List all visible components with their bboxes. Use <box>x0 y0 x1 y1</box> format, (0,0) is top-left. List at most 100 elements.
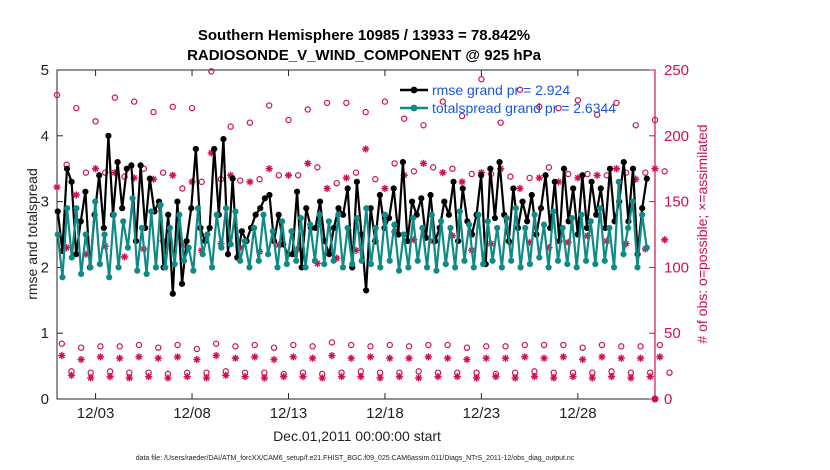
assimilated-obs-marker <box>376 374 384 382</box>
possible-obs-marker <box>415 368 422 375</box>
possible-obs-marker <box>618 343 625 350</box>
series-point-totalspread <box>442 261 449 268</box>
assimilated-obs-marker <box>521 353 529 361</box>
possible-obs-marker <box>410 168 418 175</box>
series-point-totalspread <box>162 264 169 271</box>
possible-obs-marker <box>584 170 591 178</box>
series-point-totalspread <box>629 198 636 205</box>
series-point-totalspread <box>166 224 174 232</box>
series-point-totalspread <box>531 211 538 218</box>
series-point-rmse <box>344 185 351 192</box>
possible-obs-marker <box>102 169 109 176</box>
series-point-totalspread <box>372 224 379 232</box>
footnote: data file: /Users/raeder/DAI/ATM_forcXX/… <box>136 455 575 462</box>
assimilated-obs-marker <box>627 374 635 382</box>
series-point-totalspread <box>377 264 384 271</box>
series-point-rmse <box>427 191 434 199</box>
assimilated-obs-marker <box>308 354 317 362</box>
assimilated-obs-marker <box>492 373 500 381</box>
series-point-totalspread <box>512 205 520 212</box>
assimilated-obs-marker <box>444 354 452 362</box>
series-point-rmse <box>560 165 568 172</box>
series-point-rmse <box>128 162 135 169</box>
series-point-totalspread <box>423 264 431 271</box>
series-point-rmse <box>54 208 61 215</box>
assimilated-obs-marker <box>357 373 365 381</box>
series-point-totalspread <box>452 264 459 271</box>
x-tick-label: 12/18 <box>366 405 404 422</box>
series-point-totalspread <box>568 214 576 222</box>
series-point-totalspread <box>484 218 491 225</box>
x-tick-label: 12/08 <box>173 405 211 422</box>
possible-obs-marker <box>174 341 181 349</box>
series-point-totalspread <box>143 270 150 278</box>
legend-label: rmse grand pr = 2.924 <box>432 82 570 98</box>
series-point-totalspread <box>255 257 262 264</box>
possible-obs-marker <box>77 344 85 351</box>
possible-obs-marker <box>545 164 553 171</box>
assimilated-obs-marker <box>439 169 447 177</box>
possible-obs-marker <box>642 169 649 176</box>
assimilated-obs-marker <box>58 351 66 360</box>
y-tick-label: 2 <box>41 259 49 276</box>
series-point-totalspread <box>625 224 632 232</box>
series-point-totalspread <box>480 261 487 268</box>
series-point-rmse <box>183 237 190 245</box>
assimilated-obs-marker <box>299 373 307 381</box>
series-point-totalspread <box>536 254 543 261</box>
series-point-totalspread <box>54 231 61 238</box>
series-point-totalspread <box>59 274 66 281</box>
assimilated-obs-marker <box>362 145 370 153</box>
possible-obs-marker <box>540 341 548 349</box>
series-point-rmse <box>73 251 80 258</box>
series-point-totalspread <box>419 224 426 232</box>
possible-obs-marker <box>593 111 601 118</box>
series-point-totalspread <box>64 205 71 212</box>
series-point-rmse <box>339 211 347 218</box>
assimilated-obs-marker <box>241 373 249 381</box>
possible-obs-marker <box>372 176 379 183</box>
y-tick-label: 4 <box>41 128 49 145</box>
series-point-totalspread <box>279 218 286 225</box>
series-point-rmse <box>551 178 558 185</box>
series-point-rmse <box>211 145 218 153</box>
series-point-rmse <box>275 211 282 218</box>
legend-label: totalspread grand pr = 2.6344 <box>432 100 616 116</box>
series-point-rmse <box>165 211 172 218</box>
assimilated-obs-marker <box>164 374 172 382</box>
series-point-totalspread <box>517 264 524 271</box>
series-point-totalspread <box>545 264 552 271</box>
x-tick-label: 12/28 <box>559 405 597 422</box>
series-point-totalspread <box>157 201 164 208</box>
assimilated-obs-marker <box>120 253 129 261</box>
series-point-totalspread <box>610 264 618 271</box>
series-point-totalspread <box>204 231 211 238</box>
possible-obs-marker <box>309 343 316 350</box>
series-point-totalspread <box>236 257 244 264</box>
series-point-rmse <box>362 287 370 294</box>
series-point-totalspread <box>409 214 417 222</box>
series-point-totalspread <box>316 211 323 218</box>
series-point-rmse <box>100 224 107 232</box>
series-point-totalspread <box>456 208 463 215</box>
series-point-rmse <box>82 188 89 195</box>
series-point-totalspread <box>578 211 585 218</box>
assimilated-obs-marker <box>415 374 423 382</box>
series-point-totalspread <box>110 211 117 218</box>
assimilated-obs-marker <box>246 178 254 186</box>
assimilated-obs-marker <box>337 373 346 381</box>
assimilated-obs-marker <box>284 171 293 179</box>
series-point-rmse <box>335 205 342 212</box>
possible-obs-marker <box>526 174 533 182</box>
assimilated-obs-marker <box>651 165 659 173</box>
series-point-rmse <box>496 159 503 166</box>
possible-obs-marker <box>82 169 90 176</box>
possible-obs-marker <box>285 116 292 124</box>
series-point-rmse <box>367 205 374 212</box>
series-point-rmse <box>579 172 586 179</box>
possible-obs-marker <box>198 178 205 186</box>
possible-obs-marker <box>391 160 398 167</box>
series-point-rmse <box>606 165 614 172</box>
y-tick-label-right: 0 <box>664 391 672 408</box>
plot-area: 12/03 12/08 12/13 12/18 12/23 12/280123450501… <box>41 62 689 422</box>
